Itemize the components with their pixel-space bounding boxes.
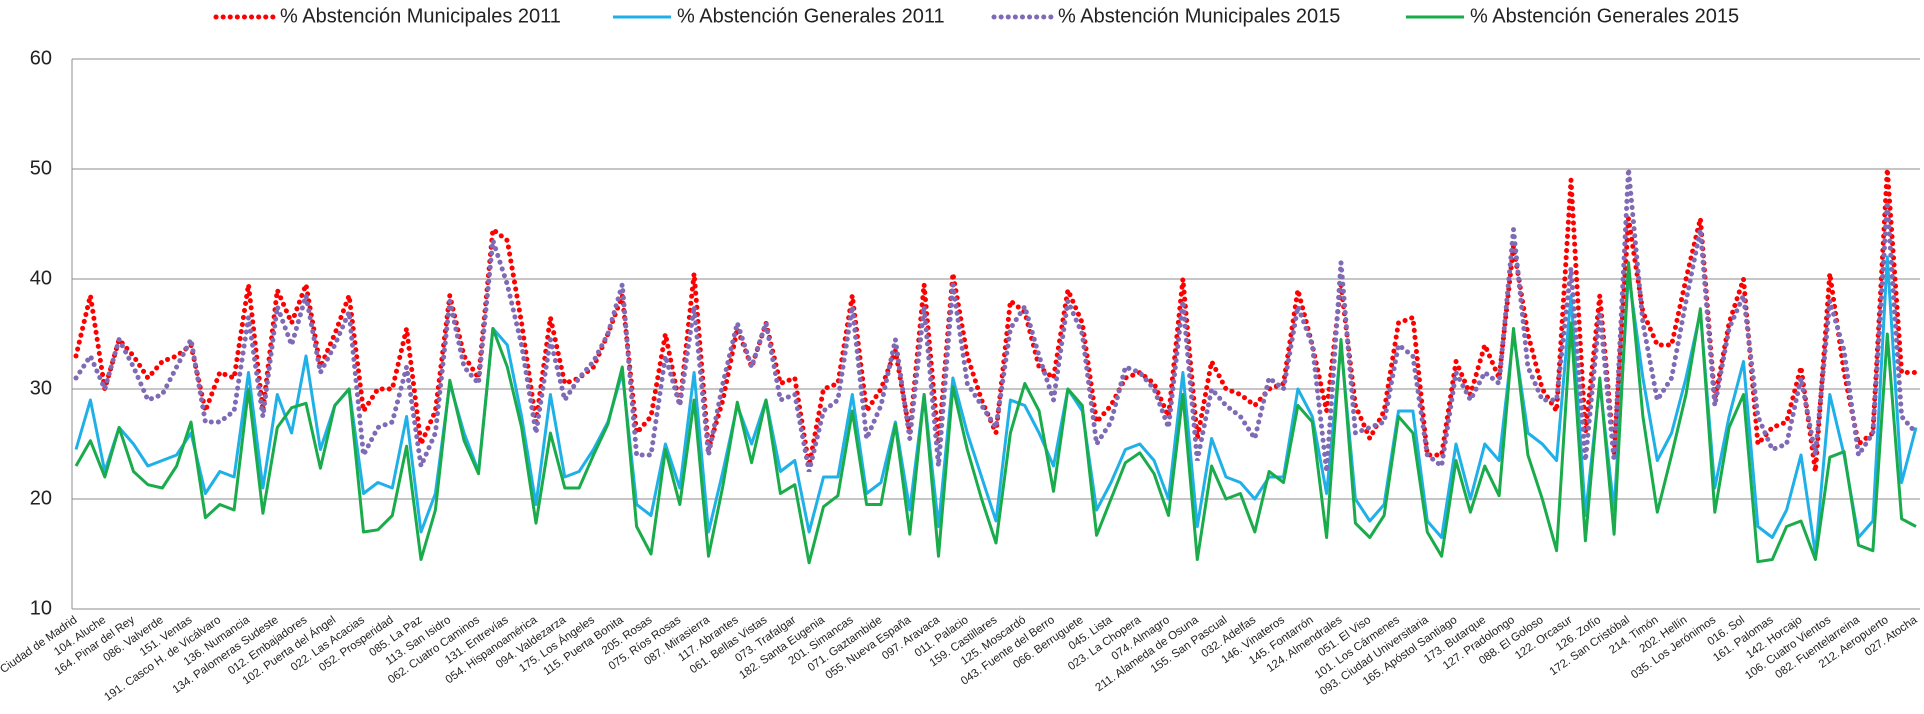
y-tick-label: 30 <box>30 377 52 399</box>
y-tick-label: 60 <box>30 47 52 69</box>
y-tick-label: 20 <box>30 487 52 509</box>
y-tick-label: 40 <box>30 267 52 289</box>
y-tick-label: 50 <box>30 157 52 179</box>
legend-label: % Abstención Municipales 2015 <box>1058 5 1340 27</box>
y-tick-label: 10 <box>30 597 52 619</box>
legend-label: % Abstención Generales 2011 <box>677 5 945 27</box>
legend-label: % Abstención Municipales 2011 <box>280 5 561 27</box>
legend-label: % Abstención Generales 2015 <box>1470 5 1739 27</box>
series-line <box>74 261 1917 565</box>
